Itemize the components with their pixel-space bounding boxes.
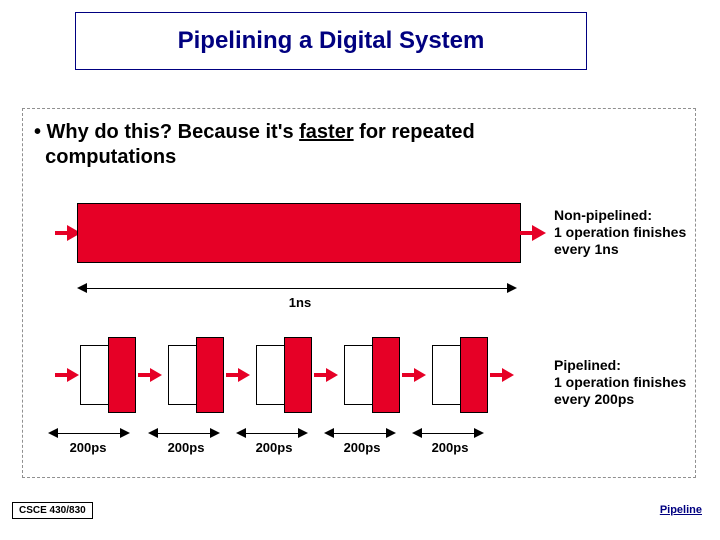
np-label-2: 1 operation finishes xyxy=(554,224,686,240)
np-span-arrow-left xyxy=(77,283,87,293)
p-span-ar-4 xyxy=(474,428,484,438)
bullet-prefix: • Why do this? Because it's xyxy=(34,121,299,143)
p-span-label-0: 200ps xyxy=(58,440,118,455)
p-arrow-head-3 xyxy=(326,368,338,382)
p-span-ar-0 xyxy=(120,428,130,438)
footer-topic: Pipeline xyxy=(660,504,702,516)
pipeline-stage-1 xyxy=(168,345,222,405)
p-arrow-head-0 xyxy=(67,368,79,382)
stage-combinational-3 xyxy=(344,345,374,405)
np-span-label: 1ns xyxy=(280,295,320,310)
np-out-arrow-head xyxy=(532,225,546,241)
np-label-1: Non-pipelined: xyxy=(554,207,652,223)
p-span-ar-2 xyxy=(298,428,308,438)
pipeline-stage-0 xyxy=(80,345,134,405)
p-arrow-head-2 xyxy=(238,368,250,382)
title-box: Pipelining a Digital System xyxy=(75,12,587,70)
np-label-3: every 1ns xyxy=(554,241,619,257)
p-label-2: 1 operation finishes xyxy=(554,374,686,390)
nonpipelined-label: Non-pipelined: 1 operation finishes ever… xyxy=(554,207,686,257)
slide-title: Pipelining a Digital System xyxy=(178,27,485,55)
p-span-ar-1 xyxy=(210,428,220,438)
np-span-arrow-line xyxy=(87,288,507,289)
p-span-line-1 xyxy=(158,433,210,434)
stage-register-3 xyxy=(372,337,400,413)
bullet-underlined: faster xyxy=(299,121,353,143)
p-span-al-3 xyxy=(324,428,334,438)
stage-register-1 xyxy=(196,337,224,413)
footer-course: CSCE 430/830 xyxy=(12,502,93,519)
p-span-label-4: 200ps xyxy=(420,440,480,455)
np-span-arrow-right xyxy=(507,283,517,293)
stage-combinational-4 xyxy=(432,345,462,405)
p-span-line-4 xyxy=(422,433,474,434)
p-span-al-4 xyxy=(412,428,422,438)
p-label-1: Pipelined: xyxy=(554,357,621,373)
p-span-ar-3 xyxy=(386,428,396,438)
bullet-text: • Why do this? Because it's faster for r… xyxy=(34,120,475,170)
p-span-al-1 xyxy=(148,428,158,438)
nonpipelined-block xyxy=(77,203,521,263)
p-span-line-0 xyxy=(58,433,120,434)
p-label-3: every 200ps xyxy=(554,391,634,407)
pipelined-label: Pipelined: 1 operation finishes every 20… xyxy=(554,357,686,407)
stage-register-0 xyxy=(108,337,136,413)
p-arrow-head-1 xyxy=(150,368,162,382)
p-arrow-head-5 xyxy=(502,368,514,382)
p-span-line-3 xyxy=(334,433,386,434)
stage-register-4 xyxy=(460,337,488,413)
stage-combinational-0 xyxy=(80,345,110,405)
pipeline-stage-3 xyxy=(344,345,398,405)
pipeline-stage-4 xyxy=(432,345,486,405)
p-span-al-2 xyxy=(236,428,246,438)
pipeline-stage-2 xyxy=(256,345,310,405)
p-span-label-3: 200ps xyxy=(332,440,392,455)
p-span-label-2: 200ps xyxy=(244,440,304,455)
stage-combinational-1 xyxy=(168,345,198,405)
stage-register-2 xyxy=(284,337,312,413)
p-span-label-1: 200ps xyxy=(156,440,216,455)
p-span-line-2 xyxy=(246,433,298,434)
p-span-al-0 xyxy=(48,428,58,438)
p-arrow-head-4 xyxy=(414,368,426,382)
stage-combinational-2 xyxy=(256,345,286,405)
